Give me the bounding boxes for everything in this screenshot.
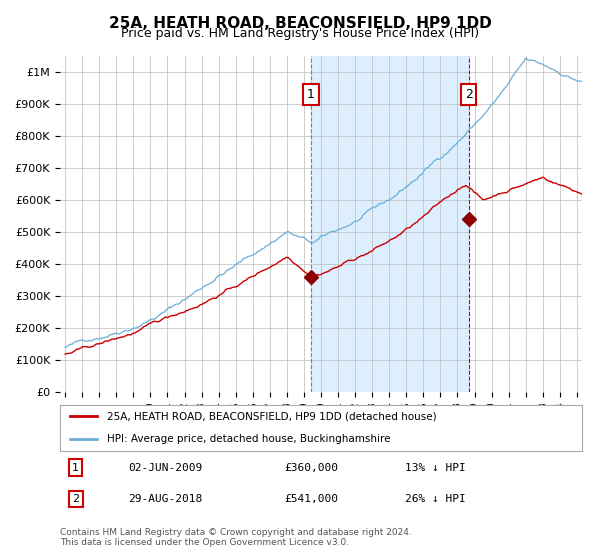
Text: Contains HM Land Registry data © Crown copyright and database right 2024.
This d: Contains HM Land Registry data © Crown c… bbox=[60, 528, 412, 547]
Bar bbox=[311, 56, 469, 392]
Text: 26% ↓ HPI: 26% ↓ HPI bbox=[404, 494, 465, 504]
Text: Price paid vs. HM Land Registry's House Price Index (HPI): Price paid vs. HM Land Registry's House … bbox=[121, 27, 479, 40]
Text: £360,000: £360,000 bbox=[284, 463, 338, 473]
Text: 29-AUG-2018: 29-AUG-2018 bbox=[128, 494, 202, 504]
Text: 2: 2 bbox=[465, 88, 473, 101]
Text: 25A, HEATH ROAD, BEACONSFIELD, HP9 1DD: 25A, HEATH ROAD, BEACONSFIELD, HP9 1DD bbox=[109, 16, 491, 31]
Text: £541,000: £541,000 bbox=[284, 494, 338, 504]
Text: 1: 1 bbox=[72, 463, 79, 473]
Text: HPI: Average price, detached house, Buckinghamshire: HPI: Average price, detached house, Buck… bbox=[107, 435, 391, 444]
Text: 1: 1 bbox=[307, 88, 315, 101]
Text: 02-JUN-2009: 02-JUN-2009 bbox=[128, 463, 202, 473]
Text: 2: 2 bbox=[72, 494, 79, 504]
Text: 25A, HEATH ROAD, BEACONSFIELD, HP9 1DD (detached house): 25A, HEATH ROAD, BEACONSFIELD, HP9 1DD (… bbox=[107, 412, 437, 421]
Text: 13% ↓ HPI: 13% ↓ HPI bbox=[404, 463, 465, 473]
